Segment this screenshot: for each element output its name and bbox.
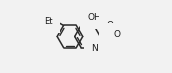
Text: O: O [113, 30, 120, 39]
Text: O: O [106, 21, 114, 30]
Text: OH: OH [87, 13, 101, 22]
Text: N: N [91, 44, 98, 53]
Text: Et: Et [45, 17, 53, 26]
